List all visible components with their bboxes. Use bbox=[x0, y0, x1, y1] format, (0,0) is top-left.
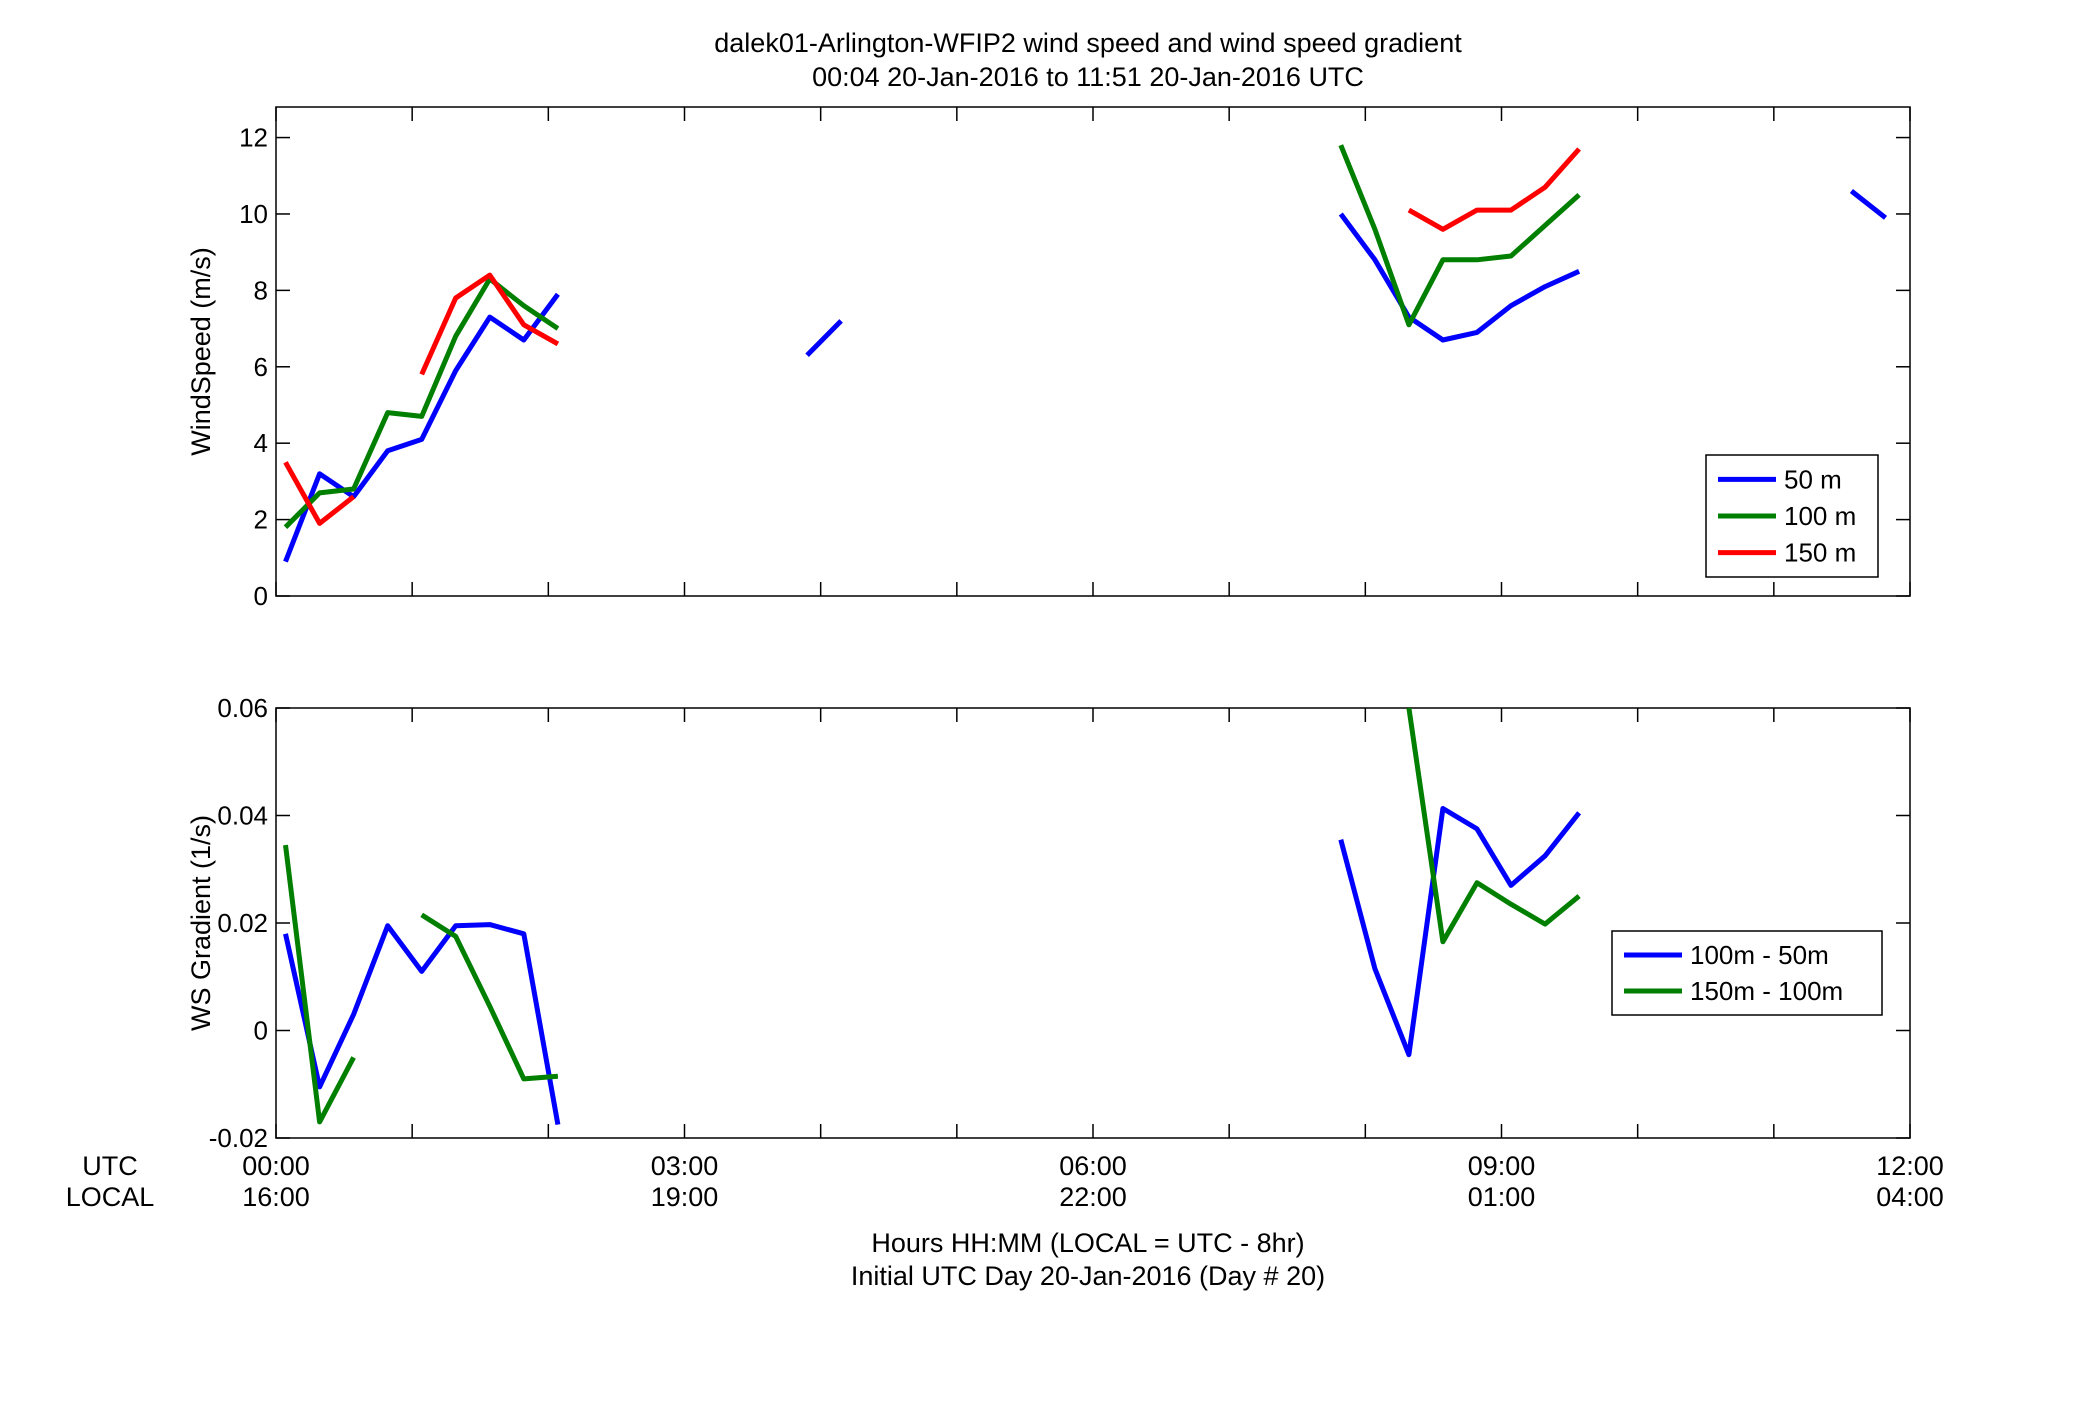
y-axis-label: WS Gradient (1/s) bbox=[186, 815, 216, 1031]
x-tick-label-local: 04:00 bbox=[1876, 1182, 1944, 1212]
legend-label: 150m - 100m bbox=[1690, 976, 1843, 1006]
plot-frame bbox=[275, 106, 1911, 597]
series-line-50-m bbox=[283, 292, 560, 563]
x-axis-label-line2: Initial UTC Day 20-Jan-2016 (Day # 20) bbox=[851, 1261, 1325, 1291]
y-tick-label: 0 bbox=[254, 581, 268, 611]
y-axis-label: WindSpeed (m/s) bbox=[186, 247, 216, 456]
x-tick-label-local: 19:00 bbox=[651, 1182, 719, 1212]
series-group bbox=[283, 708, 1582, 1126]
y-tick-label: 10 bbox=[239, 199, 268, 229]
legend-label: 100 m bbox=[1784, 501, 1856, 531]
legend-box bbox=[1611, 930, 1883, 1016]
y-tick-label: 0.02 bbox=[217, 908, 268, 938]
x-tick-label-utc: 00:00 bbox=[242, 1151, 310, 1181]
windspeed-panel: 0 2 4 6 8 10 12 WindSpeed (m/s) 50 m 100 m 150 m bbox=[186, 106, 1911, 611]
legend: 100m - 50m 150m - 100m bbox=[1611, 930, 1883, 1016]
y-tick-label: 0 bbox=[254, 1016, 268, 1046]
series-group bbox=[283, 144, 1888, 563]
series-line-150m-100m bbox=[1406, 708, 1581, 945]
local-row-label: LOCAL bbox=[66, 1182, 155, 1212]
series-line-100m-50m bbox=[283, 922, 561, 1126]
legend-label: 50 m bbox=[1784, 464, 1842, 494]
series-line-100-m bbox=[1338, 144, 1581, 328]
y-tick-label: -0.02 bbox=[209, 1123, 268, 1153]
y-tick-label: 6 bbox=[254, 352, 268, 382]
chart-title-line2: 00:04 20-Jan-2016 to 11:51 20-Jan-2016 U… bbox=[812, 62, 1364, 92]
series-line-150-m bbox=[419, 272, 560, 376]
y-tick-label: 4 bbox=[254, 428, 268, 458]
y-tick-label: 8 bbox=[254, 275, 268, 305]
legend: 50 m 100 m 150 m bbox=[1705, 454, 1879, 578]
utc-row-label: UTC bbox=[82, 1151, 138, 1181]
series-line-100m-50m bbox=[1338, 806, 1582, 1058]
x-tick-label-utc: 06:00 bbox=[1059, 1151, 1127, 1181]
series-line-150-m bbox=[283, 461, 356, 526]
series-line-100-m bbox=[283, 276, 560, 529]
gradient-panel: -0.02 0 0.02 0.04 0.06 WS Gradient (1/s) 100m … bbox=[186, 693, 1911, 1153]
x-axis-label-line1: Hours HH:MM (LOCAL = UTC - 8hr) bbox=[871, 1228, 1304, 1258]
y-tick-label: 12 bbox=[239, 123, 268, 153]
y-tick-label: 0.04 bbox=[217, 801, 268, 831]
x-tick-label-utc: 09:00 bbox=[1468, 1151, 1536, 1181]
legend-label: 150 m bbox=[1784, 538, 1856, 568]
series-line-50-m bbox=[1849, 189, 1888, 220]
series-line-150-m bbox=[1407, 147, 1581, 232]
legend-label: 100m - 50m bbox=[1690, 940, 1829, 970]
x-tick-label-utc: 03:00 bbox=[651, 1151, 719, 1181]
series-line-50-m bbox=[1338, 212, 1581, 343]
x-tick-label-utc: 12:00 bbox=[1876, 1151, 1944, 1181]
chart-title-line1: dalek01-Arlington-WFIP2 wind speed and w… bbox=[714, 28, 1462, 58]
x-tick-label-local: 16:00 bbox=[242, 1182, 310, 1212]
x-tick-label-local: 01:00 bbox=[1468, 1182, 1536, 1212]
series-line-50-m bbox=[805, 319, 843, 358]
y-tick-label: 0.06 bbox=[217, 693, 268, 723]
y-tick-label: 2 bbox=[254, 505, 268, 535]
series-line-150m-100m bbox=[420, 912, 559, 1082]
series-line-150m-100m bbox=[283, 844, 356, 1125]
x-tick-label-local: 22:00 bbox=[1059, 1182, 1127, 1212]
